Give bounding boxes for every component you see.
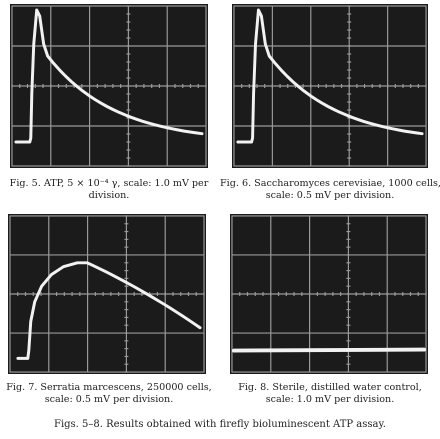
trace-fig5 — [11, 5, 207, 167]
oscilloscope-fig6 — [232, 4, 428, 168]
caption-fig5-line1: Fig. 5. ATP, 5 × 10⁻⁴ γ, scale: 1.0 mV p… — [9, 178, 209, 189]
caption-fig6-line1: Fig. 6. Saccharomyces cerevisiae, 1000 c… — [220, 178, 440, 189]
caption-fig7-line2: scale: 0.5 mV per division. — [44, 394, 174, 405]
graticule — [233, 5, 427, 167]
trace-fig8 — [231, 215, 427, 373]
caption-fig5: Fig. 5. ATP, 5 × 10⁻⁴ γ, scale: 1.0 mV p… — [0, 178, 218, 202]
signal-trace-fig5 — [14, 8, 204, 144]
caption-fig6-line2: scale: 0.5 mV per division. — [265, 190, 395, 201]
caption-fig7: Fig. 7. Serratia marcescens, 250000 cell… — [0, 382, 218, 406]
signal-trace-fig6 — [236, 8, 424, 144]
trace-fig7 — [9, 215, 205, 373]
oscilloscope-fig8 — [230, 214, 428, 374]
caption-fig5-line2: division. — [88, 190, 130, 201]
caption-fig8-line1: Fig. 8. Sterile, distilled water control… — [238, 382, 422, 393]
figure-group-caption: Figs. 5–8. Results obtained with firefly… — [54, 419, 386, 430]
caption-fig8-line2: scale: 1.0 mV per division. — [265, 394, 395, 405]
oscilloscope-fig5 — [10, 4, 208, 168]
oscilloscope-fig7 — [8, 214, 206, 374]
trace-fig6 — [233, 5, 427, 167]
signal-trace-fig7 — [16, 261, 202, 360]
caption-fig7-line1: Fig. 7. Serratia marcescens, 250000 cell… — [6, 382, 212, 393]
caption-fig8: Fig. 8. Sterile, distilled water control… — [220, 382, 440, 406]
signal-trace-fig8 — [231, 347, 427, 353]
graticule — [231, 215, 427, 373]
caption-fig6: Fig. 6. Saccharomyces cerevisiae, 1000 c… — [220, 178, 440, 202]
